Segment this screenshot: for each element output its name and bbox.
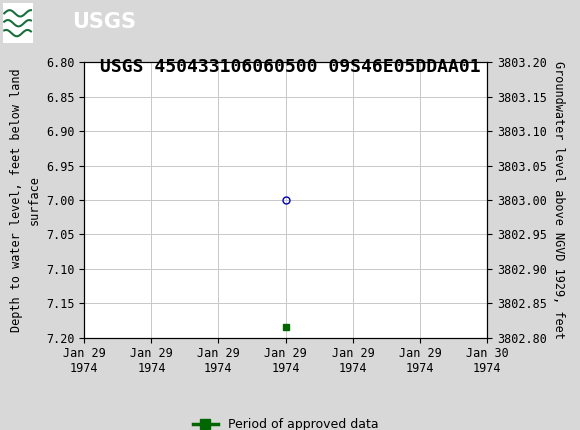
Y-axis label: Depth to water level, feet below land
surface: Depth to water level, feet below land su… bbox=[10, 68, 41, 332]
Y-axis label: Groundwater level above NGVD 1929, feet: Groundwater level above NGVD 1929, feet bbox=[552, 61, 566, 339]
Bar bbox=[3, 3, 33, 43]
Text: USGS: USGS bbox=[72, 12, 136, 32]
Text: USGS 450433106060500 09S46E05DDAA01: USGS 450433106060500 09S46E05DDAA01 bbox=[100, 58, 480, 76]
Legend: Period of approved data: Period of approved data bbox=[188, 413, 383, 430]
